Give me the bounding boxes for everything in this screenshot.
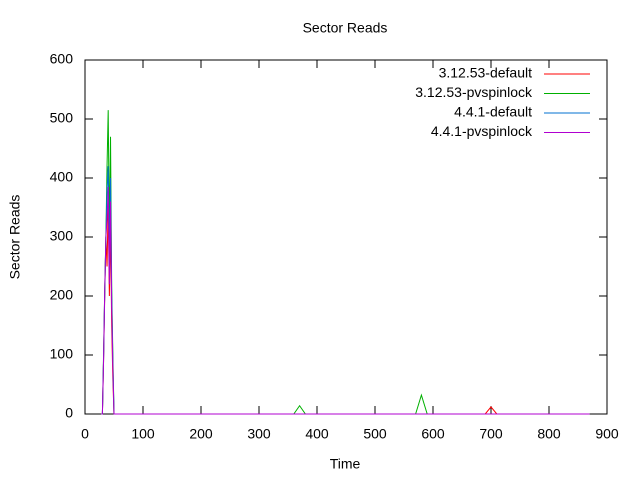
series-line <box>101 110 590 415</box>
x-tick-label: 800 <box>537 426 561 442</box>
x-tick-label: 100 <box>131 426 155 442</box>
x-axis-label: Time <box>330 456 361 472</box>
series-line <box>101 186 590 415</box>
y-tick-label: 100 <box>50 346 74 362</box>
series-line <box>101 166 590 415</box>
x-tick-label: 0 <box>81 426 89 442</box>
x-tick-label: 200 <box>189 426 213 442</box>
y-tick-label: 300 <box>50 228 74 244</box>
y-tick-label: 600 <box>50 51 74 67</box>
legend-label: 3.12.53-default <box>439 65 533 81</box>
y-tick-label: 0 <box>65 405 73 421</box>
y-tick-label: 500 <box>50 110 74 126</box>
y-tick-label: 200 <box>50 287 74 303</box>
x-tick-label: 900 <box>595 426 619 442</box>
chart-title: Sector Reads <box>303 20 388 36</box>
y-axis-label: Sector Reads <box>7 195 23 280</box>
series-line <box>101 204 590 415</box>
x-tick-label: 300 <box>247 426 271 442</box>
y-tick-label: 400 <box>50 169 74 185</box>
legend-label: 3.12.53-pvspinlock <box>415 84 533 100</box>
x-tick-label: 700 <box>479 426 503 442</box>
legend-label: 4.4.1-default <box>454 104 532 120</box>
x-tick-label: 400 <box>305 426 329 442</box>
x-tick-label: 500 <box>363 426 387 442</box>
x-tick-label: 600 <box>421 426 445 442</box>
legend-label: 4.4.1-pvspinlock <box>431 123 533 139</box>
